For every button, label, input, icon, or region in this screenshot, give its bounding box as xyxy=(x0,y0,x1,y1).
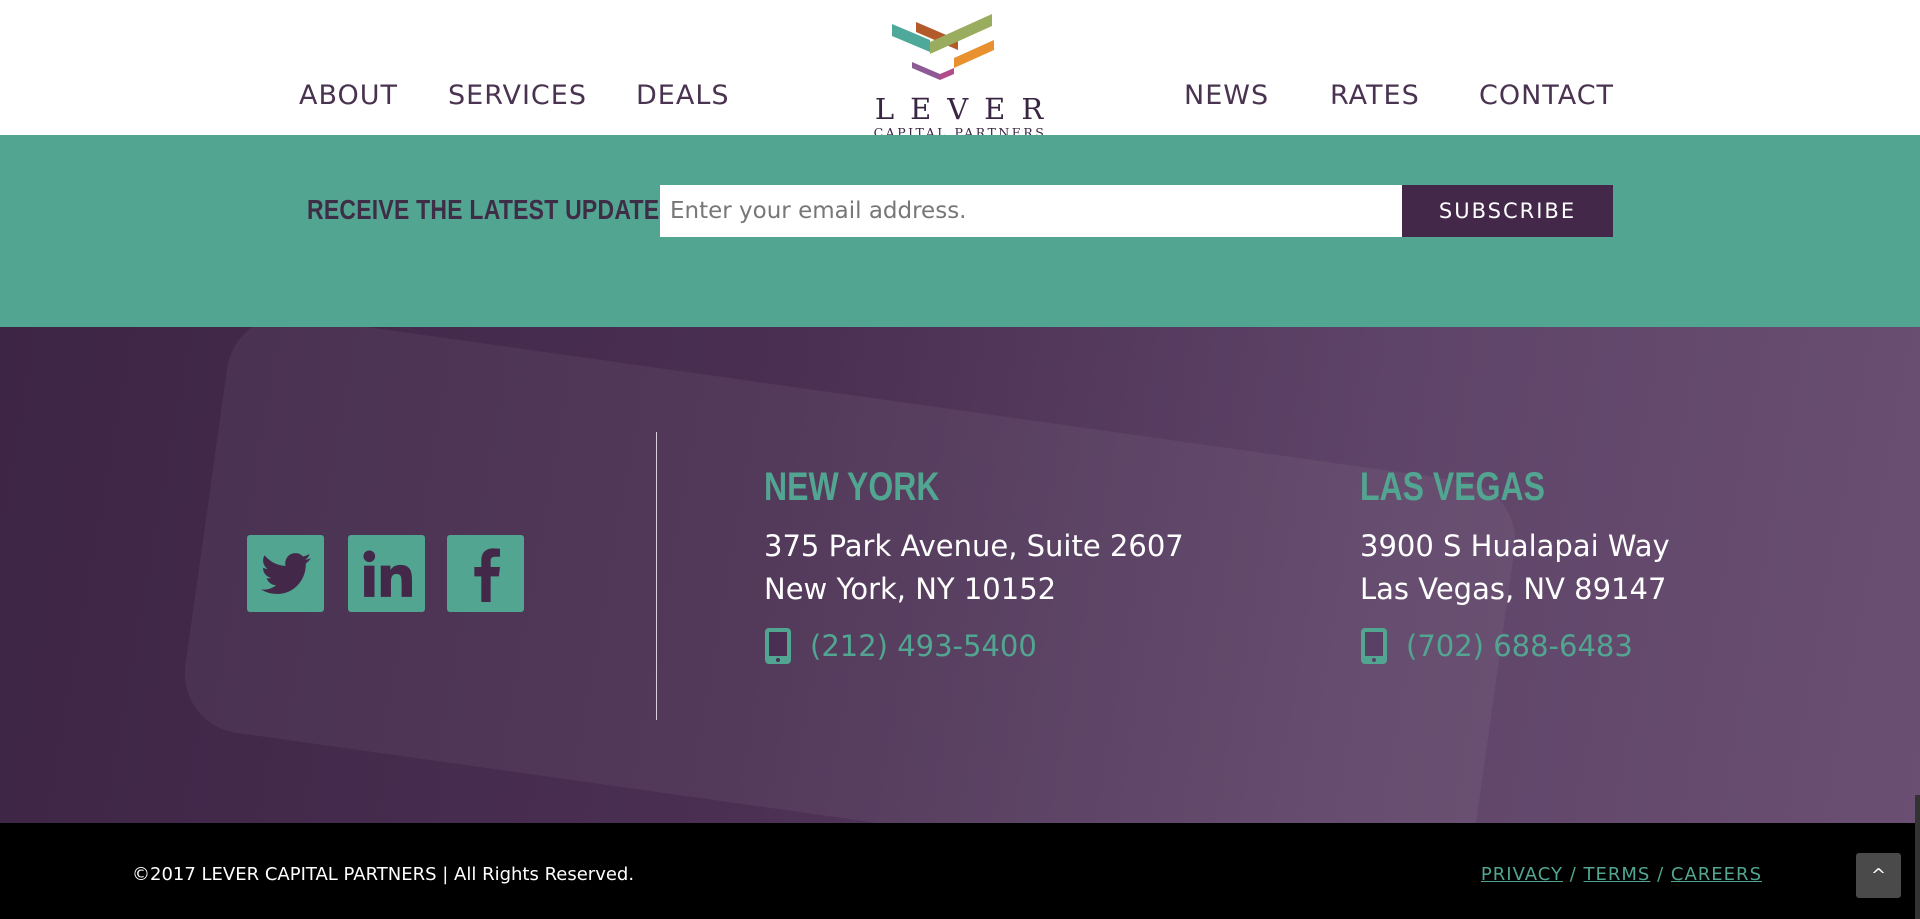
mobile-phone-icon xyxy=(765,628,791,664)
copyright: ©2017 LEVER CAPITAL PARTNERS | All Right… xyxy=(132,864,635,885)
office-address: 375 Park Avenue, Suite 2607 New York, NY… xyxy=(764,529,1184,606)
twitter-button[interactable] xyxy=(247,535,324,612)
facebook-button[interactable] xyxy=(447,535,524,612)
contact-section: NEW YORK 375 Park Avenue, Suite 2607 New… xyxy=(0,327,1920,823)
email-input[interactable] xyxy=(660,185,1402,237)
careers-link[interactable]: CAREERS xyxy=(1670,864,1762,885)
footer-links: PRIVACY / TERMS / CAREERS xyxy=(1480,864,1762,885)
newsletter-label: RECEIVE THE LATEST UPDATES xyxy=(307,194,675,225)
nav-rates[interactable]: RATES xyxy=(1330,80,1420,111)
logo-mark-icon xyxy=(892,14,994,80)
nav-about[interactable]: ABOUT xyxy=(299,80,399,111)
chevron-up-icon: ^ xyxy=(1870,865,1887,886)
terms-link[interactable]: TERMS xyxy=(1583,864,1651,885)
office-address: 3900 S Hualapai Way Las Vegas, NV 89147 xyxy=(1360,529,1670,606)
site-footer: ©2017 LEVER CAPITAL PARTNERS | All Right… xyxy=(0,823,1920,919)
newsletter-band: RECEIVE THE LATEST UPDATES SUBSCRIBE xyxy=(0,135,1920,327)
office-city: NEW YORK xyxy=(764,465,940,509)
divider xyxy=(656,432,657,720)
logo[interactable]: LEVER CAPITAL PARTNERS xyxy=(855,12,1065,140)
office-phone[interactable]: (702) 688-6483 xyxy=(1360,627,1633,665)
facebook-icon xyxy=(473,547,500,602)
nav-services[interactable]: SERVICES xyxy=(448,80,587,111)
mobile-phone-icon xyxy=(1361,628,1387,664)
nav-deals[interactable]: DEALS xyxy=(636,80,730,111)
twitter-icon xyxy=(260,552,311,594)
office-city: LAS VEGAS xyxy=(1360,465,1545,509)
linkedin-button[interactable] xyxy=(348,535,425,612)
office-phone[interactable]: (212) 493-5400 xyxy=(764,627,1037,665)
subscribe-button[interactable]: SUBSCRIBE xyxy=(1402,185,1613,237)
back-to-top-button[interactable]: ^ xyxy=(1856,853,1901,898)
site-header: ABOUT SERVICES DEALS NEWS RATES CONTACT … xyxy=(0,0,1920,140)
nav-contact[interactable]: CONTACT xyxy=(1479,80,1615,111)
scrollbar[interactable] xyxy=(1915,795,1920,919)
nav-news[interactable]: NEWS xyxy=(1184,80,1270,111)
linkedin-icon xyxy=(362,549,412,597)
privacy-link[interactable]: PRIVACY xyxy=(1480,864,1563,885)
